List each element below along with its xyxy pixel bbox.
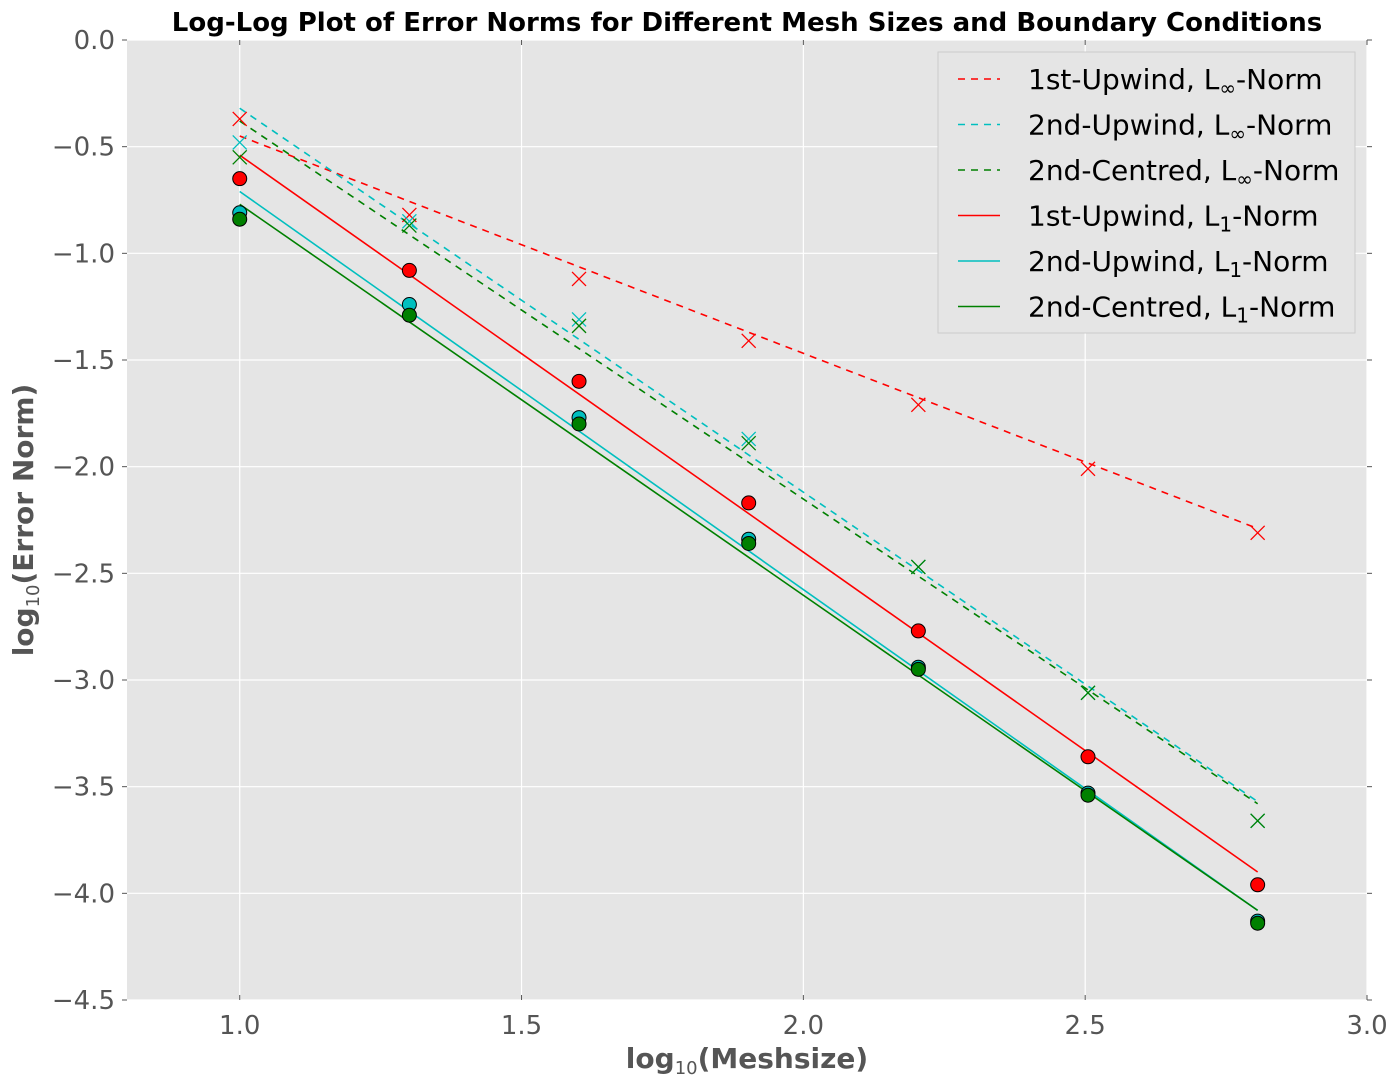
series-1-point: [741, 431, 757, 447]
y-tick-label: −0.5: [52, 133, 115, 163]
series-1-point: [232, 134, 248, 150]
series-0-point: [232, 111, 248, 127]
series-2-point: [910, 559, 926, 575]
x-tick-label: 1.0: [219, 1011, 260, 1041]
x-tick-label: 3.0: [1346, 1011, 1387, 1041]
series-5-point: [741, 535, 757, 551]
series-3-point: [401, 262, 417, 278]
series: [232, 107, 1266, 931]
legend-box: [937, 51, 1356, 334]
series-2-fit-line: [239, 120, 1259, 805]
series-1-point: [401, 213, 417, 229]
y-tick-label: −3.0: [52, 666, 115, 696]
series-3-point: [571, 373, 587, 389]
series-0-point: [401, 207, 417, 223]
x-tick-label: 2.5: [1065, 1011, 1106, 1041]
grid: [127, 39, 1368, 1001]
legend-label: 2nd-Centred, L1-Norm: [1028, 291, 1335, 328]
series-2-point: [232, 149, 248, 165]
y-tick-label: −3.5: [52, 773, 115, 803]
y-tick-label: −2.5: [52, 559, 115, 589]
legend-label: 2nd-Upwind, L∞-Norm: [1028, 109, 1332, 146]
series-2-point: [741, 435, 757, 451]
x-axis-label-sub: 10: [675, 1058, 698, 1079]
x-tick-label: 2.0: [783, 1011, 824, 1041]
series-2-point: [1080, 685, 1096, 701]
x-axis-label-suffix: (Meshsize): [698, 1042, 869, 1075]
series-1-fit-line: [239, 107, 1259, 803]
series-2-point: [401, 218, 417, 234]
chart-title: Log-Log Plot of Error Norms for Differen…: [172, 8, 1322, 38]
series-5-point: [232, 211, 248, 227]
y-tick-label: −4.0: [52, 879, 115, 909]
series-5-point: [401, 307, 417, 323]
series-3-point: [232, 171, 248, 187]
series-5-point: [571, 416, 587, 432]
legend-label: 2nd-Centred, L∞-Norm: [1028, 154, 1339, 191]
series-1-point: [571, 312, 587, 327]
series-2-point: [1250, 813, 1266, 829]
x-axis-label: log10(Meshsize): [626, 1042, 868, 1079]
x-tick-label: 1.5: [501, 1011, 542, 1041]
series-5-point: [910, 661, 926, 677]
series-3-point: [910, 623, 926, 639]
y-tick-label: 0.0: [74, 26, 115, 56]
series-5-point: [1250, 915, 1266, 931]
legend-label: 2nd-Upwind, L1-Norm: [1028, 245, 1329, 282]
series-0-point: [910, 397, 926, 413]
series-0-point: [1080, 461, 1096, 477]
x-axis-label-prefix: log: [626, 1042, 675, 1075]
series-5-point: [1080, 787, 1096, 803]
series-0-point: [571, 271, 587, 287]
axis-ticks: 1.0 1.5 2.0 2.5 3.0 0.0 −0.5 −1.0 −1.5 −2.0 −2.5 −3…: [52, 26, 1388, 1041]
y-axis-label: log10(Error Norm): [7, 384, 44, 657]
legend-label: 1st-Upwind, L1-Norm: [1028, 200, 1319, 237]
y-tick-label: −2.0: [52, 453, 115, 483]
legend-label: 1st-Upwind, L∞-Norm: [1028, 63, 1323, 100]
series-3-point: [741, 495, 757, 511]
legend: 1st-Upwind, L∞-Norm 2nd-Upwind, L∞-Norm 2n…: [937, 51, 1356, 334]
series-3-point: [1250, 877, 1266, 893]
y-axis-label-suffix: (Error Norm): [7, 384, 40, 585]
y-axis-label-sub: 10: [23, 585, 44, 608]
y-tick-label: −1.0: [52, 239, 115, 269]
y-tick-label: −4.5: [52, 986, 115, 1016]
series-3-point: [1080, 749, 1096, 765]
series-0-point: [741, 333, 757, 349]
series-0-point: [1250, 525, 1266, 541]
y-tick-label: −1.5: [52, 346, 115, 376]
series-2-point: [571, 318, 587, 334]
y-axis-label-prefix: log: [7, 607, 40, 656]
